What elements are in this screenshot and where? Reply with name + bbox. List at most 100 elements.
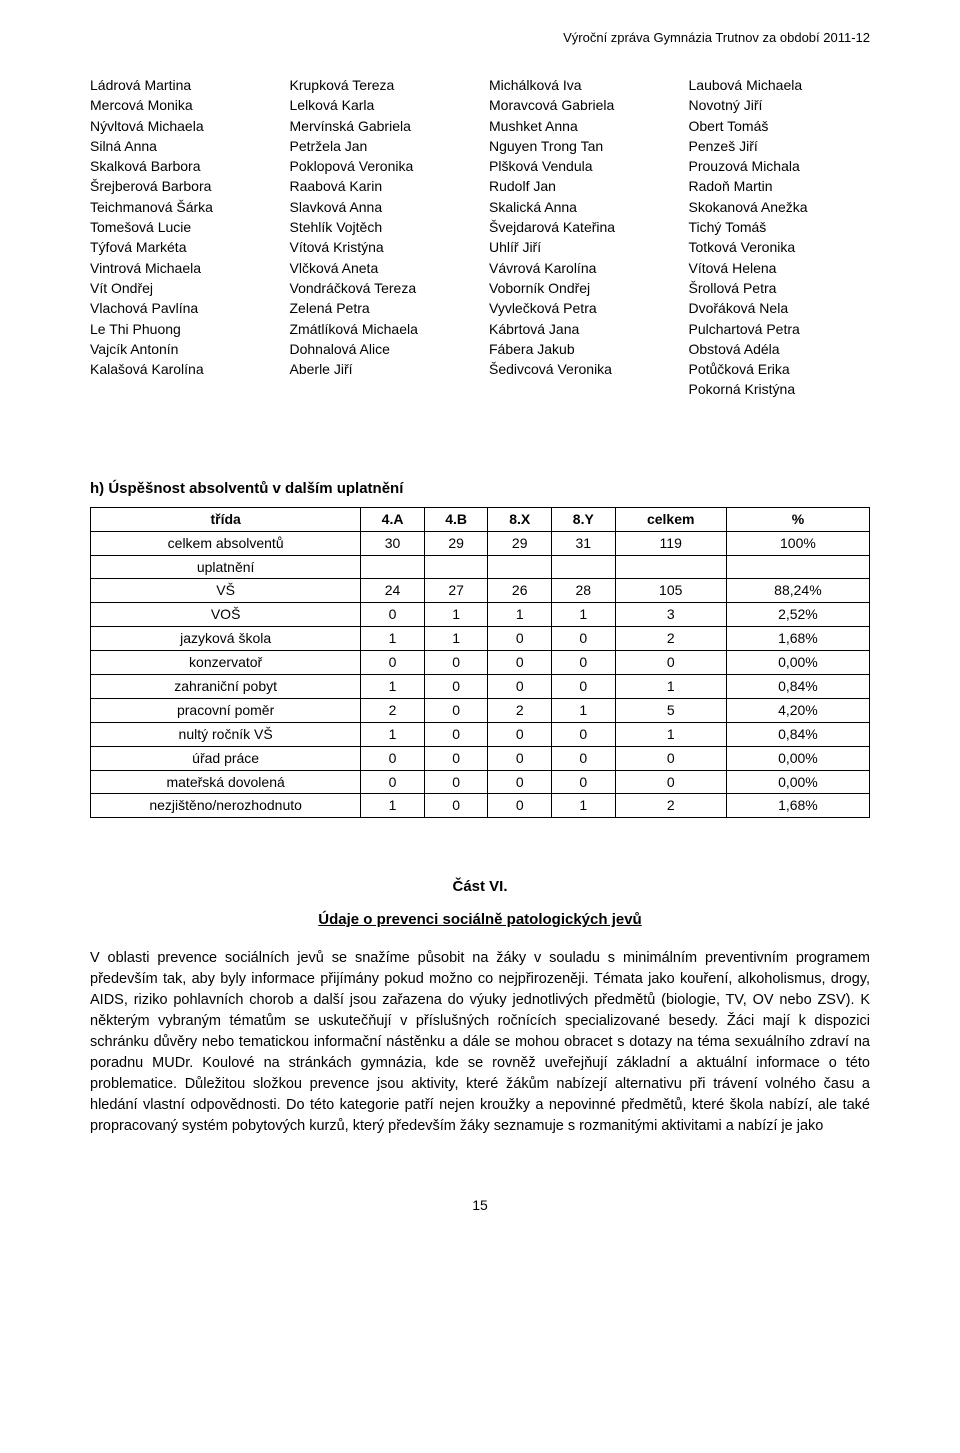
table-cell: 1 <box>552 603 616 627</box>
name-entry: Vondráčková Tereza <box>290 278 472 298</box>
table-cell: 28 <box>552 579 616 603</box>
table-row: zahraniční pobyt100010,84% <box>91 674 870 698</box>
name-column-2: Krupková TerezaLelková KarlaMervínská Ga… <box>290 75 472 400</box>
page-container: Výroční zpráva Gymnázia Trutnov za obdob… <box>0 0 960 1263</box>
table-cell: 3 <box>615 603 726 627</box>
table-cell: 88,24% <box>726 579 869 603</box>
table-cell: 0 <box>424 770 488 794</box>
table-cell: nezjištěno/nerozhodnuto <box>91 794 361 818</box>
name-entry: Skalická Anna <box>489 197 671 217</box>
table-cell: 31 <box>552 531 616 555</box>
name-entry: Petržela Jan <box>290 136 472 156</box>
table-cell: jazyková škola <box>91 627 361 651</box>
table-cell: 119 <box>615 531 726 555</box>
table-row: celkem absolventů30292931119100% <box>91 531 870 555</box>
table-cell: 1,68% <box>726 627 869 651</box>
table-cell: 0 <box>488 627 552 651</box>
table-cell: 0 <box>615 651 726 675</box>
name-entry: Skokanová Anežka <box>689 197 871 217</box>
name-entry: Nguyen Trong Tan <box>489 136 671 156</box>
name-entry: Skalková Barbora <box>90 156 272 176</box>
page-number: 15 <box>90 1197 870 1213</box>
table-cell: 0 <box>488 674 552 698</box>
name-entry: Dohnalová Alice <box>290 339 472 359</box>
table-cell: 100% <box>726 531 869 555</box>
name-entry: Šrejberová Barbora <box>90 176 272 196</box>
name-entry: Zmátlíková Michaela <box>290 319 472 339</box>
table-cell: konzervatoř <box>91 651 361 675</box>
name-entry: Zelená Petra <box>290 298 472 318</box>
table-cell: pracovní poměr <box>91 698 361 722</box>
name-entry: Fábera Jakub <box>489 339 671 359</box>
name-entry: Stehlík Vojtěch <box>290 217 472 237</box>
table-cell: 1 <box>552 794 616 818</box>
name-entry: Švejdarová Kateřina <box>489 217 671 237</box>
table-cell: 0 <box>488 651 552 675</box>
name-entry: Radoň Martin <box>689 176 871 196</box>
th-trida: třída <box>91 507 361 531</box>
name-entry: Vítová Helena <box>689 258 871 278</box>
table-cell: 1 <box>361 794 425 818</box>
table-row: konzervatoř000000,00% <box>91 651 870 675</box>
table-row: pracovní poměr202154,20% <box>91 698 870 722</box>
name-entry: Tomešová Lucie <box>90 217 272 237</box>
table-cell: 0 <box>361 746 425 770</box>
th-8x: 8.X <box>488 507 552 531</box>
table-cell: 0 <box>488 746 552 770</box>
table-cell: 0 <box>552 627 616 651</box>
table-cell: 4,20% <box>726 698 869 722</box>
name-entry: Plšková Vendula <box>489 156 671 176</box>
name-entry: Laubová Michaela <box>689 75 871 95</box>
name-entry: Obert Tomáš <box>689 116 871 136</box>
table-cell: 0,84% <box>726 722 869 746</box>
table-cell: 30 <box>361 531 425 555</box>
table-cell: 0 <box>361 603 425 627</box>
name-entry: Vlčková Aneta <box>290 258 472 278</box>
table-cell: 0,00% <box>726 746 869 770</box>
name-entry: Krupková Tereza <box>290 75 472 95</box>
graduates-table: třída 4.A 4.B 8.X 8.Y celkem % celkem ab… <box>90 507 870 819</box>
name-entry: Pokorná Kristýna <box>689 379 871 399</box>
name-entry: Pulchartová Petra <box>689 319 871 339</box>
table-row: uplatnění <box>91 555 870 579</box>
table-cell <box>552 555 616 579</box>
table-cell: 0 <box>488 770 552 794</box>
th-4a: 4.A <box>361 507 425 531</box>
name-entry: Mervínská Gabriela <box>290 116 472 136</box>
table-cell: 0 <box>361 651 425 675</box>
table-cell: celkem absolventů <box>91 531 361 555</box>
part6-subtitle: Údaje o prevenci sociálně patologických … <box>90 911 870 928</box>
name-entry: Slavková Anna <box>290 197 472 217</box>
name-entry: Voborník Ondřej <box>489 278 671 298</box>
table-cell: 1 <box>615 722 726 746</box>
table-cell <box>361 555 425 579</box>
name-entry: Mushket Anna <box>489 116 671 136</box>
table-cell: 1,68% <box>726 794 869 818</box>
table-cell <box>424 555 488 579</box>
table-row: nultý ročník VŠ100010,84% <box>91 722 870 746</box>
name-entry: Michálková Iva <box>489 75 671 95</box>
table-cell: 0 <box>424 651 488 675</box>
name-entry: Ládrová Martina <box>90 75 272 95</box>
table-cell: 1 <box>361 722 425 746</box>
name-entry: Vít Ondřej <box>90 278 272 298</box>
table-header-row: třída 4.A 4.B 8.X 8.Y celkem % <box>91 507 870 531</box>
name-entry: Vávrová Karolína <box>489 258 671 278</box>
table-cell: 2 <box>361 698 425 722</box>
page-header: Výroční zpráva Gymnázia Trutnov za obdob… <box>90 30 870 45</box>
table-cell: 0 <box>424 698 488 722</box>
name-entry: Vintrová Michaela <box>90 258 272 278</box>
th-8y: 8.Y <box>552 507 616 531</box>
name-entry: Nývltová Michaela <box>90 116 272 136</box>
th-celkem: celkem <box>615 507 726 531</box>
name-entry: Kábrtová Jana <box>489 319 671 339</box>
table-cell: 0,00% <box>726 770 869 794</box>
name-entry: Aberle Jiří <box>290 359 472 379</box>
table-body: celkem absolventů30292931119100%uplatněn… <box>91 531 870 818</box>
name-entry: Dvořáková Nela <box>689 298 871 318</box>
name-entry: Lelková Karla <box>290 95 472 115</box>
name-entry: Poklopová Veronika <box>290 156 472 176</box>
table-cell: 2 <box>488 698 552 722</box>
name-entry: Penzeš Jiří <box>689 136 871 156</box>
table-cell: 2 <box>615 627 726 651</box>
